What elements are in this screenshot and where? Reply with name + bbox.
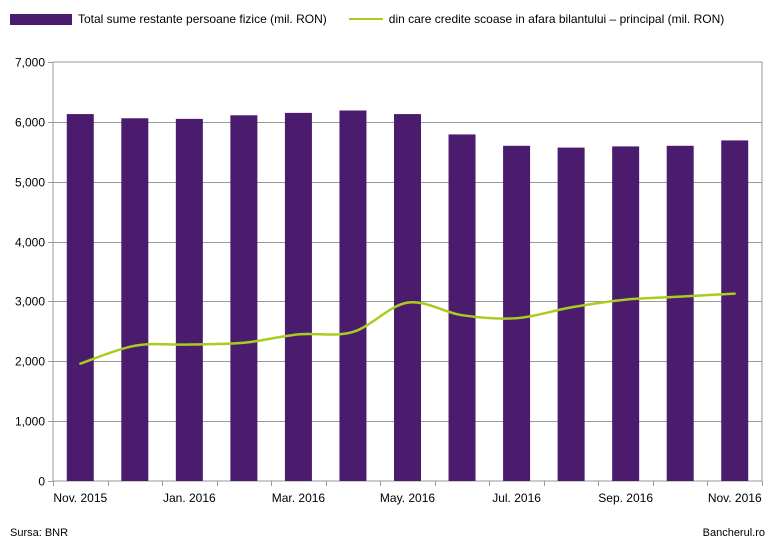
line-point [351,330,355,334]
y-tick-label: 0 [38,475,45,489]
legend-item-offbalance: din care credite scoase in afara bilantu… [348,12,725,26]
line-point [624,298,627,301]
line-point [569,306,573,309]
line-point [733,292,736,295]
y-tick-label: 6,000 [15,116,45,130]
line-point [79,362,82,365]
line-point [242,341,246,344]
bar [66,114,94,481]
legend-swatch-bar [10,13,72,25]
bar [721,140,749,482]
y-tick-label: 5,000 [15,176,45,190]
x-tick-label: May. 2016 [380,491,435,505]
x-tick-label: Mar. 2016 [272,491,326,505]
x-tick-label: Jan. 2016 [163,491,216,505]
y-tick-label: 2,000 [15,355,45,369]
legend-label-total: Total sume restante persoane fizice (mil… [78,12,327,26]
line-point [460,313,464,317]
y-tick-label: 4,000 [15,236,45,250]
bar [394,114,421,481]
y-tick-label: 7,000 [15,56,45,70]
line-point [406,301,409,304]
line-point [678,295,682,298]
bar [339,110,367,481]
x-tick-label: Nov. 2016 [708,491,762,505]
chart-legend: Total sume restante persoane fizice (mil… [10,9,746,29]
x-tick-label: Nov. 2015 [53,491,107,505]
bar [230,115,258,481]
line-point [133,344,137,347]
bar [175,118,203,481]
x-tick-label: Jul. 2016 [492,491,541,505]
line-point [515,316,518,320]
legend-item-total: Total sume restante persoane fizice (mil… [10,12,327,26]
bar [503,145,531,482]
line-point [188,343,191,346]
bar [121,118,149,481]
source-note: Sursa: BNR [10,527,69,539]
y-tick-label: 1,000 [15,415,45,429]
y-tick-label: 3,000 [15,295,45,309]
bar [666,145,694,482]
brand-label: Bancherul.ro [702,527,765,539]
bar [284,112,312,481]
bar [448,134,476,482]
line-point [297,333,300,336]
bar [557,147,585,482]
bar [612,146,640,482]
x-tick-label: Sep. 2016 [598,491,653,505]
legend-swatch-line [348,18,383,20]
legend-label-offbalance: din care credite scoase in afara bilantu… [388,12,725,26]
